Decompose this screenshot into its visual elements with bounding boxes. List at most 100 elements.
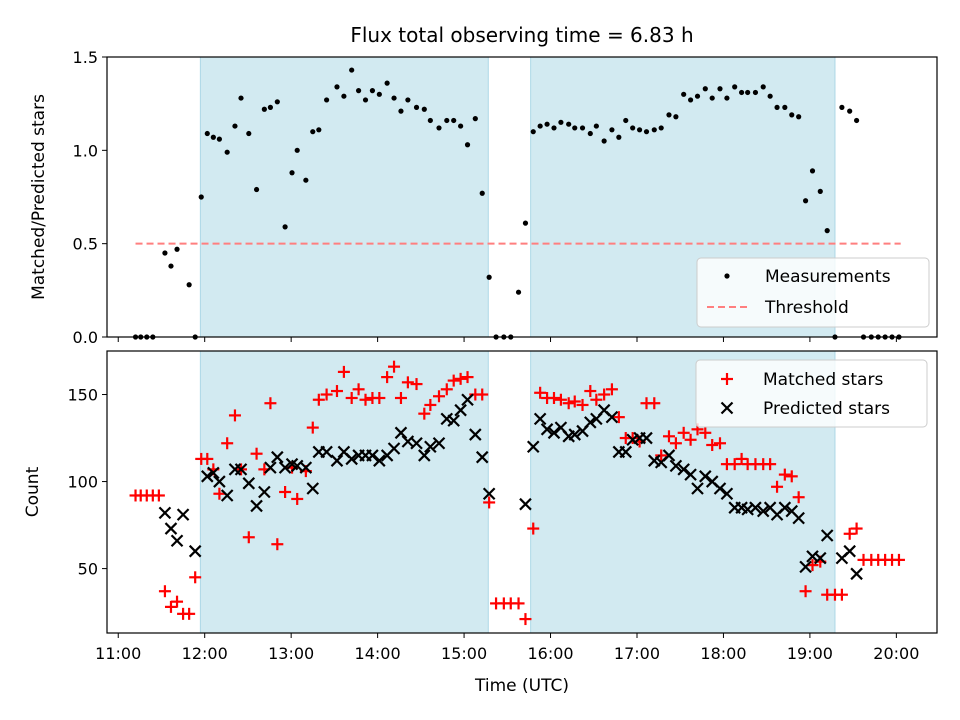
predicted-star-point (792, 511, 805, 525)
matched-star-point (242, 531, 255, 544)
cross-stroke (850, 567, 863, 581)
measurement-point (253, 186, 260, 193)
matched-star-point (792, 491, 805, 504)
matched-star-point (271, 538, 284, 551)
predicted-star-point (475, 450, 489, 464)
predicted-star-point (584, 416, 597, 429)
matched-star-point (699, 426, 712, 439)
matched-star-point (164, 600, 177, 613)
cross-stroke (526, 440, 540, 454)
predicted-star-point (519, 497, 532, 511)
measurement-point (261, 106, 267, 112)
x-tick-label: 11:00 (95, 644, 141, 663)
cross-stroke (684, 468, 697, 481)
cross-stroke (447, 414, 460, 427)
top-y-ticks: 0.0 0.5 1.0 1.5 (73, 48, 107, 347)
matched-star-point (152, 489, 165, 502)
predicted-star-point (164, 522, 178, 535)
cross-stroke (763, 501, 777, 514)
cross-stroke (540, 423, 554, 436)
matched-star-point (433, 390, 445, 403)
cross-stroke (785, 504, 799, 518)
legend-cross (720, 401, 734, 415)
cross-stroke (792, 511, 805, 525)
predicted-star-point (330, 454, 344, 467)
x-tick-label: 15:00 (441, 644, 487, 663)
measurement-point (413, 104, 420, 110)
measurement-point (198, 194, 204, 200)
cross-stroke (669, 459, 683, 473)
predicted-star-point (684, 468, 697, 481)
predicted-star-point (850, 567, 863, 581)
predicted-star-point (547, 426, 561, 440)
x-axis-label: Time (UTC) (474, 676, 569, 696)
measurement-point (376, 91, 382, 97)
measurement-point (421, 106, 427, 112)
predicted-star-point (299, 461, 313, 474)
matched-star-point (554, 393, 567, 406)
measurement-point (267, 104, 274, 110)
y-tick-label: 50 (78, 560, 98, 579)
matched-star-point (171, 595, 184, 608)
matched-star-point (728, 458, 741, 471)
matched-star-point (424, 398, 437, 411)
matched-star-point (568, 395, 581, 408)
legend-marker-predicted (720, 401, 734, 415)
measurement-point (681, 91, 687, 97)
measurement-point (522, 220, 529, 226)
matched-star-point (598, 388, 611, 401)
matched-star-point (213, 487, 226, 500)
measurement-point (444, 117, 450, 124)
measurement-point (824, 228, 830, 234)
matched-star-point (337, 365, 350, 378)
predicted-star-point (568, 428, 582, 441)
x-tick-label: 20:00 (873, 644, 919, 663)
cross-stroke (461, 393, 474, 407)
measurement-point (760, 84, 766, 90)
measurement-point (458, 123, 464, 129)
y-tick-label: 1.5 (73, 48, 98, 67)
predicted-star-point (170, 534, 184, 548)
measurement-point (530, 129, 536, 135)
cross-stroke (799, 560, 812, 574)
predicted-star-point (410, 436, 423, 450)
measurement-point (162, 250, 168, 256)
matched-star-point (835, 588, 848, 601)
matched-star-point (410, 378, 423, 391)
x-tick-label: 16:00 (527, 644, 573, 663)
cross-stroke (258, 485, 271, 499)
matched-star-point (562, 397, 575, 410)
cross-stroke (432, 436, 446, 450)
predicted-star-point (345, 452, 358, 466)
cross-stroke (164, 522, 178, 535)
cross-stroke (299, 461, 313, 474)
matched-star-point (576, 398, 589, 411)
cross-stroke (454, 403, 467, 417)
matched-star-point (843, 527, 856, 540)
measurement-point (186, 282, 192, 288)
x-tick-label: 14:00 (355, 644, 401, 663)
measurement-point (666, 112, 672, 118)
measurement-point (658, 125, 664, 131)
matched-star-point (892, 553, 905, 566)
measurement-point (391, 95, 397, 101)
matched-star-point (626, 432, 639, 445)
matched-star-point (418, 407, 431, 420)
measurement-point (809, 168, 816, 174)
measurement-point (436, 125, 442, 131)
top-axes-frame (106, 56, 938, 338)
predicted-star-point (778, 501, 792, 514)
measurement-point (789, 112, 795, 118)
measurement-point (732, 84, 738, 90)
measurement-point (210, 134, 216, 140)
bottom-y-ticks: 50 100 150 (67, 386, 107, 579)
predicted-star-point (387, 442, 401, 455)
matched-star-point (359, 393, 372, 406)
observing-window (199, 350, 489, 634)
measurement-point (616, 134, 622, 140)
matched-star-point (584, 385, 597, 398)
measurement-point (294, 147, 300, 153)
matched-star-point (394, 392, 407, 404)
